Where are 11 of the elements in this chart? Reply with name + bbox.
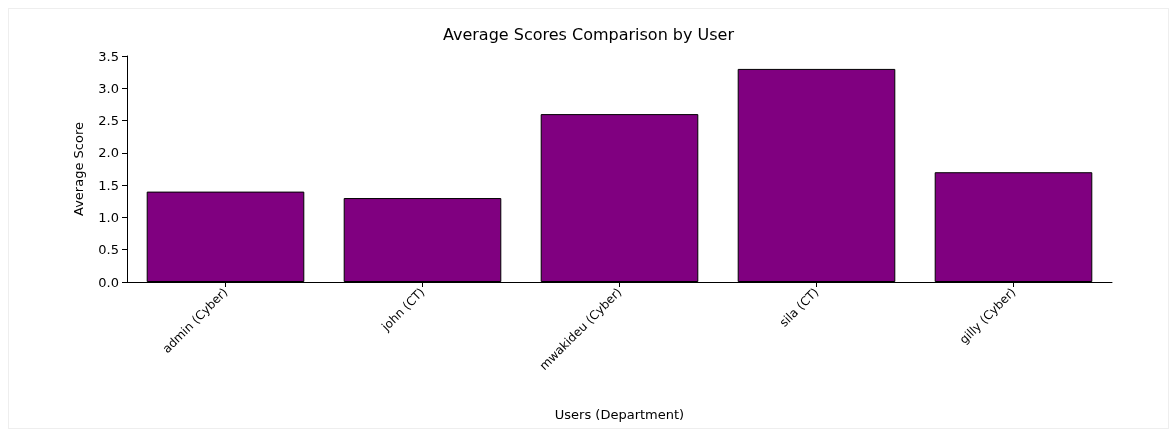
chart-title: Average Scores Comparison by User bbox=[442, 24, 735, 44]
y-tick-label: 0.0 bbox=[98, 274, 119, 290]
y-tick-label: 0.5 bbox=[98, 242, 119, 258]
y-tick-label: 3.5 bbox=[98, 48, 119, 64]
y-tick-label: 2.5 bbox=[98, 113, 119, 129]
y-tick-label: 1.0 bbox=[98, 209, 119, 225]
y-tick-label: 1.5 bbox=[98, 177, 119, 193]
y-tick-label: 3.0 bbox=[98, 80, 119, 96]
x-axis-title: Users (Department) bbox=[554, 407, 685, 422]
y-tick-label: 2.0 bbox=[98, 145, 119, 161]
y-axis-title: Average Score bbox=[71, 122, 86, 216]
